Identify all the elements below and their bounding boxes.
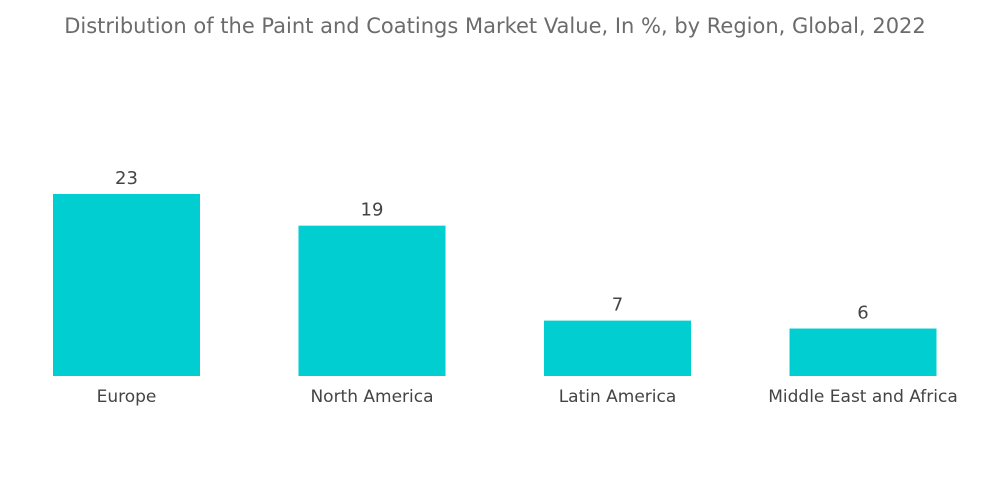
category-label-middle-east-and-africa: Middle East and Africa — [768, 387, 958, 407]
data-label-north-america: 19 — [361, 200, 384, 221]
category-label-north-america: North America — [310, 387, 433, 407]
data-label-latin-america: 7 — [612, 295, 623, 316]
bar-north-america — [298, 225, 446, 376]
category-label-latin-america: Latin America — [559, 387, 677, 407]
data-label-europe: 23 — [115, 168, 138, 189]
category-label-europe: Europe — [97, 387, 157, 407]
bar-latin-america — [544, 320, 691, 376]
bar-middle-east-and-africa — [789, 328, 937, 376]
data-label-middle-east-and-africa: 6 — [857, 303, 868, 324]
chart-title: Distribution of the Paint and Coatings M… — [64, 14, 926, 38]
bar-europe — [53, 194, 200, 376]
